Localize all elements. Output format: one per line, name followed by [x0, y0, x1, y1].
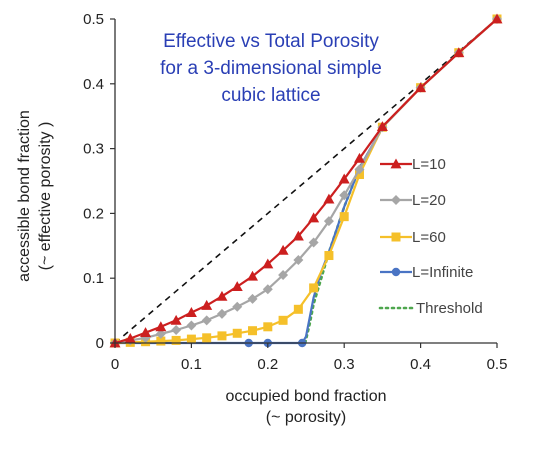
- data-point: [262, 258, 274, 269]
- data-point: [338, 173, 350, 184]
- axis-labels-layer: occupied bond fraction (~ porosity) access…: [16, 110, 387, 426]
- data-point: [376, 121, 388, 131]
- y-tick-label: 0.1: [83, 270, 104, 287]
- data-point: [339, 190, 350, 201]
- data-point: [415, 82, 427, 93]
- data-point: [278, 269, 289, 280]
- data-point: [278, 315, 288, 325]
- data-point: [217, 331, 227, 341]
- legend-label: L=60: [412, 229, 446, 246]
- y-axis-label-sub: (~ effective porosity ): [37, 122, 54, 271]
- data-point: [453, 47, 465, 58]
- legend-marker: [391, 267, 401, 277]
- y-tick-label: 0.3: [83, 141, 104, 158]
- data-point: [186, 334, 196, 344]
- data-point: [171, 325, 182, 336]
- legend: L=10 L=20 L=60 L=Infinite Threshold: [378, 156, 483, 317]
- data-point: [232, 328, 242, 338]
- legend-marker: [391, 195, 401, 205]
- data-point: [292, 230, 304, 241]
- data-point: [155, 328, 166, 339]
- tick-labels-layer: 0 0.1 0.2 0.3 0.4 0.5 0 0.1 0.2 0.3 0.4 0.5: [83, 11, 507, 373]
- data-point: [156, 336, 166, 346]
- data-point: [202, 333, 212, 343]
- data-point: [124, 332, 136, 343]
- data-point: [293, 304, 303, 314]
- series-threshold: [303, 125, 384, 345]
- y-tick-label: 0.5: [83, 11, 104, 28]
- series-line: [303, 125, 384, 345]
- legend-label: L=Infinite: [412, 264, 473, 281]
- chart-title-line: for a 3-dimensional simple: [160, 58, 382, 79]
- series-l-20: [110, 14, 502, 348]
- x-tick-label: 0.1: [181, 356, 202, 373]
- data-point: [201, 299, 213, 310]
- data-point: [309, 283, 319, 293]
- data-point: [186, 320, 197, 331]
- data-point: [185, 307, 197, 317]
- x-tick-label: 0.2: [257, 356, 278, 373]
- chart-title: Effective vs Total Porosity for a 3-dimen…: [160, 31, 382, 106]
- data-point: [216, 308, 227, 319]
- x-tick-label: 0: [111, 356, 119, 373]
- legend-label: L=10: [412, 156, 446, 173]
- series-layer: [109, 13, 503, 348]
- data-point: [171, 335, 181, 345]
- data-point: [308, 212, 320, 223]
- legend-label: L=20: [412, 192, 446, 209]
- data-point: [293, 255, 304, 266]
- data-point: [201, 315, 212, 326]
- y-tick-label: 0.2: [83, 205, 104, 222]
- legend-item-threshold: Threshold: [378, 300, 483, 317]
- legend-label: Threshold: [416, 300, 483, 317]
- data-point: [339, 212, 349, 222]
- legend-item-l-60: L=60: [380, 229, 446, 246]
- x-axis-label: occupied bond fraction: [226, 388, 387, 405]
- data-point: [354, 164, 365, 175]
- x-tick-label: 0.4: [410, 356, 431, 373]
- axes-layer: [110, 18, 498, 348]
- x-tick-label: 0.3: [334, 356, 355, 373]
- x-tick-label: 0.5: [487, 356, 508, 373]
- legend-item-l-10: L=10: [380, 156, 446, 173]
- data-point: [277, 244, 289, 255]
- y-tick-label: 0: [96, 335, 104, 352]
- data-point: [247, 270, 259, 281]
- data-point: [323, 216, 334, 227]
- data-point: [354, 170, 364, 180]
- data-point: [170, 314, 182, 325]
- legend-marker: [391, 232, 401, 242]
- data-point: [231, 281, 243, 292]
- y-tick-label: 0.4: [83, 76, 104, 93]
- data-point: [308, 237, 319, 248]
- data-point: [263, 322, 273, 332]
- data-point: [491, 13, 503, 24]
- data-point: [324, 251, 334, 261]
- legend-item-l-infinite: L=Infinite: [380, 264, 473, 281]
- data-point: [353, 152, 365, 163]
- data-point: [216, 290, 228, 301]
- y-axis-label: accessible bond fraction: [16, 110, 33, 282]
- data-point: [140, 327, 152, 338]
- data-point: [247, 293, 258, 304]
- chart-title-line: cubic lattice: [221, 85, 320, 106]
- x-axis-label-sub: (~ porosity): [266, 409, 346, 426]
- legend-item-l-20: L=20: [380, 192, 446, 209]
- data-point: [232, 301, 243, 312]
- data-point: [323, 193, 335, 204]
- data-point: [262, 284, 273, 295]
- chart-title-line: Effective vs Total Porosity: [163, 31, 379, 52]
- data-point: [155, 321, 167, 332]
- data-point: [248, 326, 258, 336]
- legend-marker: [390, 158, 402, 169]
